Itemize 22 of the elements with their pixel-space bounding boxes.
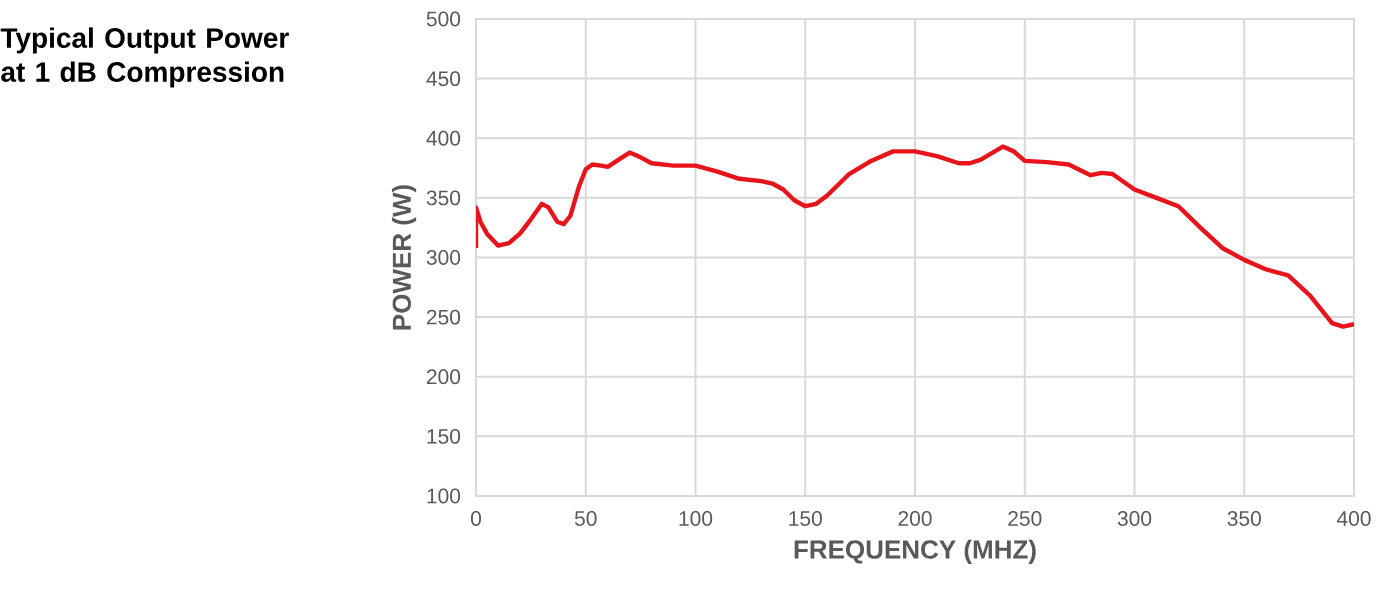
x-tick-label: 50 <box>574 511 597 526</box>
y-tick-label: 450 <box>426 71 461 87</box>
line-series <box>476 144 1354 329</box>
x-tick-label: 0 <box>470 511 482 526</box>
text: Typical Output Power at 1 dB Compression <box>0 27 289 88</box>
y-axis-title: POWER (W) <box>391 185 417 330</box>
x-tick-label: 400 <box>1336 511 1371 526</box>
x-tick-label: 200 <box>898 511 932 526</box>
y-tick-label: 250 <box>426 309 461 325</box>
x-tick-label: 350 <box>1227 511 1261 526</box>
y-tick-label: 350 <box>426 190 461 206</box>
y-tick-label: 100 <box>427 488 461 504</box>
y-tick-label: 200 <box>426 369 461 385</box>
y-tick-label: 400 <box>426 130 461 146</box>
x-tick-label: 250 <box>1008 511 1042 526</box>
y-tick-label: 150 <box>427 428 461 444</box>
x-tick-label: 150 <box>789 511 822 526</box>
x-tick-label: 300 <box>1117 511 1152 526</box>
x-tick-label: 100 <box>679 511 713 526</box>
y-tick-label: 300 <box>426 250 461 265</box>
x-axis-title: FREQUENCY (MHZ) <box>794 539 1036 564</box>
y-tick-label: 500 <box>426 11 461 27</box>
